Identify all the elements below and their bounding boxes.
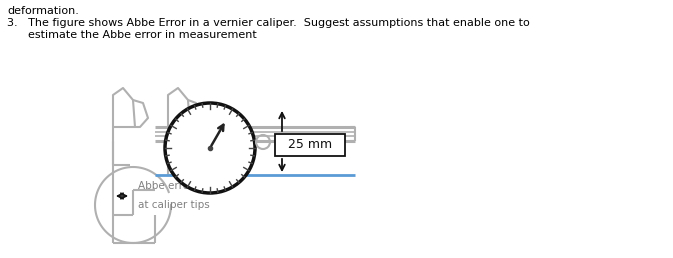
Text: estimate the Abbe error in measurement: estimate the Abbe error in measurement: [7, 30, 257, 40]
FancyBboxPatch shape: [275, 134, 345, 156]
Text: Abbe error: Abbe error: [138, 181, 194, 191]
Text: 25 mm: 25 mm: [288, 139, 332, 151]
Text: at caliper tips: at caliper tips: [138, 200, 210, 210]
Circle shape: [165, 103, 255, 193]
Text: deformation.: deformation.: [7, 6, 79, 16]
Text: 3.   The figure shows Abbe Error in a vernier caliper.  Suggest assumptions that: 3. The figure shows Abbe Error in a vern…: [7, 18, 530, 28]
